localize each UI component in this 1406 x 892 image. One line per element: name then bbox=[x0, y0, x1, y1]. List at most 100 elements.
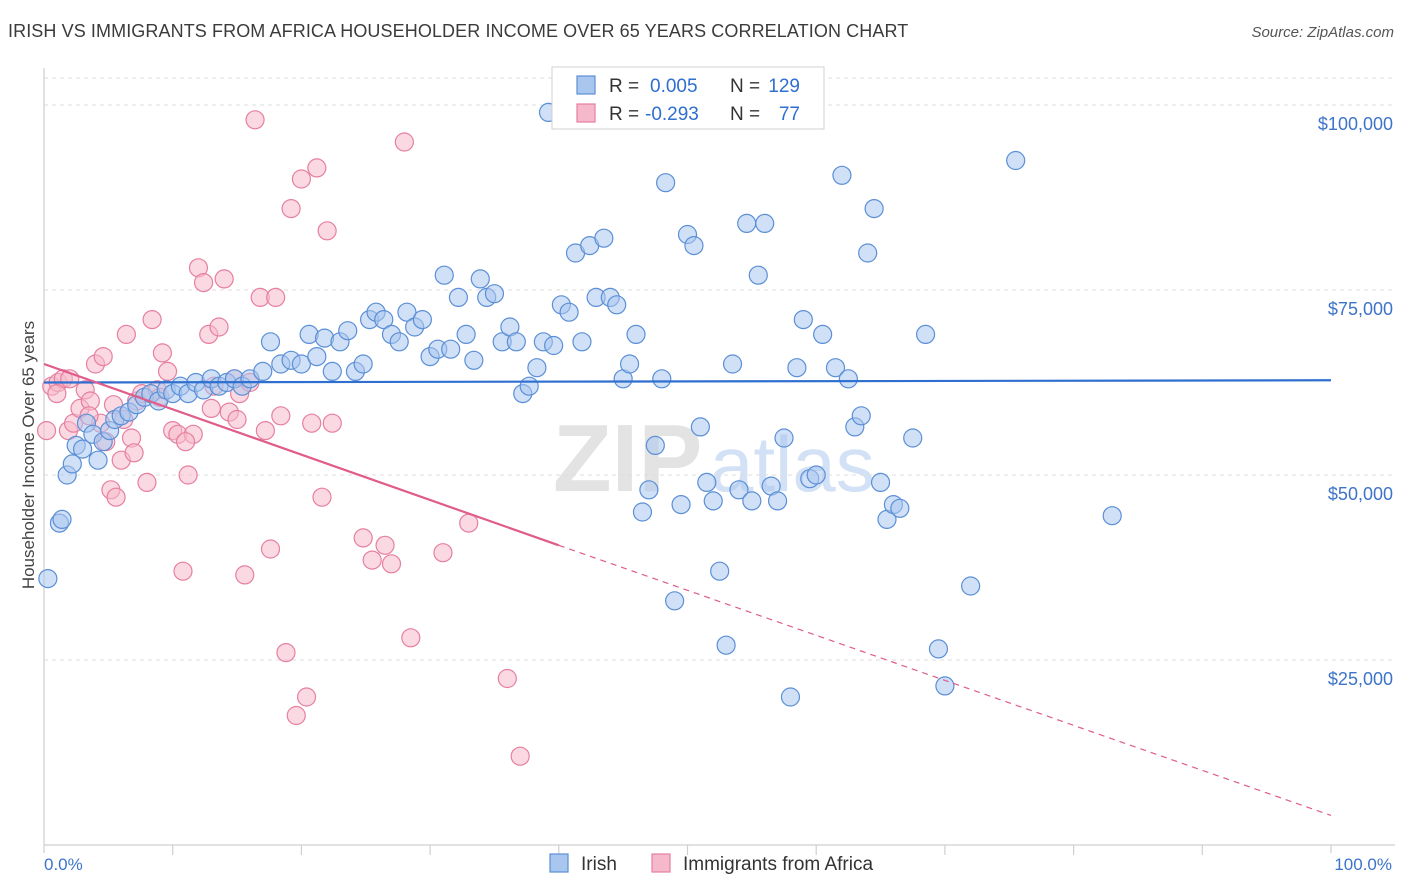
data-point bbox=[519, 376, 539, 396]
source-note: Source: ZipAtlas.com bbox=[1251, 24, 1394, 41]
data-point bbox=[813, 324, 833, 344]
data-point bbox=[260, 332, 281, 352]
watermark-zip: ZIP bbox=[553, 405, 702, 512]
data-point bbox=[255, 421, 275, 441]
irish-swatch bbox=[576, 75, 596, 95]
data-point bbox=[137, 472, 157, 492]
data-point bbox=[322, 361, 342, 381]
data-point bbox=[858, 243, 878, 263]
data-point bbox=[281, 199, 301, 219]
data-point bbox=[645, 435, 665, 455]
legend-irish-label: Irish bbox=[581, 854, 617, 875]
data-point bbox=[227, 409, 247, 430]
data-point bbox=[322, 413, 342, 433]
data-point bbox=[375, 535, 395, 555]
data-point bbox=[312, 487, 332, 507]
data-point bbox=[716, 635, 736, 655]
irish-n-label: N = bbox=[730, 76, 760, 97]
data-point bbox=[639, 480, 659, 500]
irish-trend-line bbox=[43, 379, 1332, 384]
data-point bbox=[47, 384, 67, 404]
data-point bbox=[175, 432, 196, 452]
data-point bbox=[1102, 506, 1122, 526]
data-point bbox=[671, 495, 691, 515]
data-point bbox=[152, 343, 173, 363]
data-point bbox=[362, 550, 382, 570]
data-point bbox=[88, 450, 108, 470]
data-point bbox=[870, 472, 891, 492]
data-point bbox=[787, 358, 807, 378]
data-point bbox=[209, 317, 229, 337]
axes bbox=[43, 68, 1395, 855]
data-point bbox=[394, 132, 414, 152]
data-point bbox=[594, 228, 614, 248]
data-point bbox=[93, 347, 113, 367]
data-point bbox=[441, 339, 461, 359]
data-point bbox=[296, 687, 317, 707]
data-point bbox=[915, 324, 936, 344]
data-point bbox=[838, 369, 858, 389]
data-point bbox=[544, 335, 564, 356]
data-point bbox=[214, 269, 234, 289]
data-point bbox=[317, 221, 337, 241]
y-tick-label: $75,000 bbox=[1328, 299, 1393, 319]
africa-swatch bbox=[576, 103, 596, 123]
data-point bbox=[506, 332, 526, 352]
data-point bbox=[286, 705, 306, 726]
data-point bbox=[62, 454, 82, 474]
data-point bbox=[527, 358, 547, 378]
data-point bbox=[36, 421, 57, 441]
data-point bbox=[116, 324, 136, 344]
data-point bbox=[632, 502, 653, 522]
data-point bbox=[412, 310, 432, 330]
data-point bbox=[497, 668, 517, 689]
data-point bbox=[276, 642, 296, 663]
data-point bbox=[928, 639, 949, 659]
legend-irish-swatch bbox=[549, 853, 569, 873]
data-point bbox=[697, 472, 717, 492]
data-point bbox=[291, 169, 311, 189]
data-point bbox=[142, 310, 162, 330]
data-point bbox=[235, 565, 255, 585]
data-point bbox=[607, 295, 627, 315]
x-tick-label-max: 100.0% bbox=[1334, 855, 1392, 874]
trend-lines bbox=[43, 362, 1332, 816]
africa-n-value: 77 bbox=[779, 104, 800, 125]
data-point bbox=[266, 287, 286, 307]
data-point bbox=[193, 273, 214, 293]
data-point bbox=[245, 110, 265, 130]
data-point bbox=[1006, 150, 1026, 171]
data-point bbox=[656, 173, 676, 193]
data-point bbox=[456, 324, 476, 344]
data-point bbox=[338, 321, 358, 341]
africa-trend-line bbox=[43, 362, 560, 547]
data-point bbox=[260, 539, 281, 559]
data-point bbox=[484, 284, 505, 304]
data-point bbox=[737, 213, 757, 233]
data-point bbox=[652, 369, 672, 389]
data-point bbox=[38, 568, 58, 589]
watermark: ZIP atlas bbox=[553, 405, 875, 512]
data-point bbox=[307, 158, 327, 178]
data-point bbox=[806, 465, 826, 485]
data-point bbox=[291, 354, 311, 374]
stats-legend-box: R = 0.005 N = 129 R = -0.293 N = 77 bbox=[551, 66, 825, 130]
data-point bbox=[510, 746, 530, 766]
data-point bbox=[780, 687, 801, 707]
data-point bbox=[767, 491, 788, 511]
data-point bbox=[389, 332, 409, 352]
data-point bbox=[825, 358, 846, 378]
irish-r-value: 0.005 bbox=[650, 76, 698, 97]
data-point bbox=[748, 265, 768, 285]
data-point bbox=[864, 199, 884, 219]
data-point bbox=[851, 406, 871, 426]
data-point bbox=[353, 354, 373, 374]
data-point bbox=[401, 628, 421, 648]
data-point bbox=[73, 439, 93, 459]
data-point bbox=[52, 509, 72, 530]
data-point bbox=[935, 676, 955, 696]
africa-n-label: N = bbox=[730, 104, 760, 125]
africa-r-value: -0.293 bbox=[645, 104, 699, 125]
data-point bbox=[722, 354, 743, 374]
